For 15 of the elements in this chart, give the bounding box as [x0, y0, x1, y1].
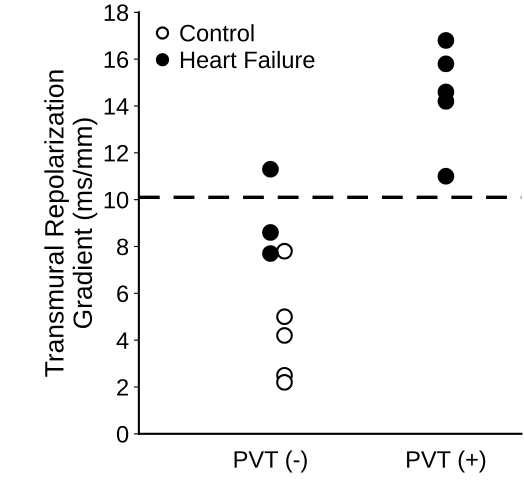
- y-tick-label: 4: [116, 332, 128, 349]
- y-tick-label: 10: [104, 192, 128, 208]
- y-tick-label: 6: [117, 285, 128, 302]
- y-tick-label: 18: [104, 4, 128, 22]
- y-tick-label: 2: [117, 379, 128, 396]
- y-tick-label: 16: [104, 51, 128, 68]
- y-axis-title: Transmural Repolarization Gradient (ms/mm): [44, 70, 98, 377]
- legend-label: Control: [180, 24, 254, 42]
- x-tick-label: PVT (+): [407, 450, 486, 473]
- y-tick-label: 14: [104, 98, 128, 115]
- y-tick-label: 0: [116, 426, 128, 443]
- y-tick-label: 12: [104, 144, 128, 162]
- y-tick-label: 8: [117, 238, 128, 256]
- x-tick-label: PVT (-): [234, 450, 307, 473]
- legend-label: Heart Failure: [180, 50, 314, 68]
